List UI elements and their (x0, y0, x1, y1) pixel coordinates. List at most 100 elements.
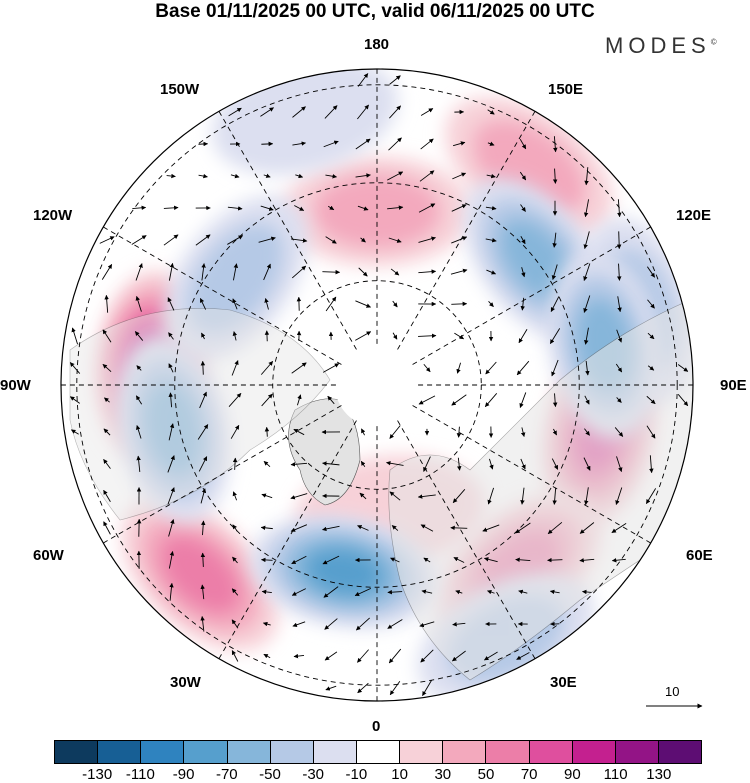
wind-arrow (134, 331, 144, 341)
wind-arrow (136, 455, 141, 472)
wind-arrow (198, 456, 208, 472)
wind-arrow (258, 236, 276, 243)
wind-arrow (484, 651, 498, 661)
positive-anomaly-45w (121, 498, 280, 651)
wind-arrow (198, 173, 208, 179)
wind-arrow (360, 460, 366, 467)
meridian-line (397, 420, 536, 659)
wind-arrow (355, 173, 371, 178)
wind-arrow (322, 363, 340, 373)
wind-arrow (323, 586, 339, 598)
wind-arrow (200, 584, 205, 600)
wind-arrow (195, 234, 211, 246)
wind-arrow (163, 205, 179, 211)
wind-arrow (354, 587, 372, 597)
wind-arrow (390, 557, 400, 563)
wind-arrow (552, 168, 558, 184)
wind-arrow (520, 204, 526, 212)
wind-arrow (552, 393, 558, 408)
wind-arrow (520, 427, 526, 438)
colorbar-tick-label: 110 (603, 766, 628, 783)
wind-arrow (552, 428, 557, 436)
wind-arrow (388, 237, 402, 243)
wind-arrow (418, 236, 436, 243)
wind-arrow (552, 232, 557, 248)
meridian-line (412, 405, 651, 544)
meridian-line (397, 111, 536, 350)
wind-arrow (168, 332, 174, 340)
wind-arrow (454, 332, 465, 340)
wind-arrow (584, 167, 589, 186)
wind-arrow (583, 295, 591, 313)
wind-arrow (357, 682, 369, 694)
wind-arrow (456, 426, 462, 438)
wind-arrow (418, 269, 437, 274)
wind-arrow (197, 424, 209, 440)
colorbar-tick-label: -10 (345, 766, 368, 783)
colorbar-swatch (270, 741, 314, 763)
wind-arrow (482, 524, 500, 532)
wind-arrow (264, 426, 270, 437)
north-america-landmass (69, 308, 331, 521)
wind-arrow (520, 235, 526, 245)
wind-arrow (516, 360, 530, 376)
wind-arrow (486, 269, 497, 275)
wind-arrow (69, 396, 80, 404)
negative-anomaly-120w-level (187, 223, 284, 334)
wind-arrow (646, 425, 656, 439)
wind-arrow (547, 521, 563, 535)
wind-arrow (360, 237, 366, 243)
colorbar-swatch (313, 741, 357, 763)
wind-arrow (488, 301, 494, 308)
wind-arrow (200, 360, 206, 375)
wind-arrow (451, 301, 468, 307)
negative-anomaly-80w (115, 334, 231, 522)
wind-arrow (102, 329, 112, 343)
wind-arrow (136, 365, 142, 371)
wind-arrow (392, 300, 398, 308)
wind-arrow (485, 238, 497, 243)
wind-arrow (264, 298, 269, 310)
wind-arrow (260, 361, 274, 375)
colorbar (54, 740, 702, 764)
wind-arrow (200, 520, 206, 536)
wind-arrow (388, 648, 402, 664)
wind-arrow (355, 300, 371, 308)
wind-arrow (423, 557, 431, 563)
wind-arrow (104, 397, 110, 403)
wind-arrow (553, 136, 558, 153)
wind-arrow (99, 236, 115, 244)
wind-arrow (103, 428, 111, 436)
wind-arrow (453, 557, 465, 563)
wind-arrow (231, 650, 239, 662)
wind-arrow (168, 423, 175, 441)
wind-arrow (294, 205, 305, 211)
wind-arrow (616, 456, 623, 473)
wind-arrow (484, 393, 498, 408)
wind-arrow (487, 487, 495, 505)
wind-arrow (389, 105, 401, 119)
wind-arrow (166, 173, 176, 179)
wind-arrow (418, 203, 436, 213)
wind-arrow (549, 589, 560, 595)
wind-arrow (420, 108, 434, 116)
pole-mask (335, 343, 419, 427)
wind-arrow (292, 141, 307, 146)
wind-arrow (584, 487, 589, 506)
label-60w: 60W (33, 547, 64, 564)
wind-arrow (290, 238, 308, 243)
wind-arrow (616, 263, 622, 281)
colorbar-tick-label: 30 (434, 766, 452, 783)
wind-arrow (547, 557, 563, 563)
wind-arrow (452, 622, 466, 627)
brand-logo: MODES© (605, 33, 717, 59)
wind-arrow (355, 331, 372, 341)
label-0: 0 (372, 718, 381, 735)
wind-arrow (584, 428, 590, 436)
wind-arrow (199, 297, 207, 310)
wind-arrow (232, 331, 238, 341)
wind-arrow (551, 359, 559, 377)
wind-arrow (355, 617, 370, 631)
wind-arrow (163, 234, 179, 246)
wind-arrow (423, 363, 431, 373)
